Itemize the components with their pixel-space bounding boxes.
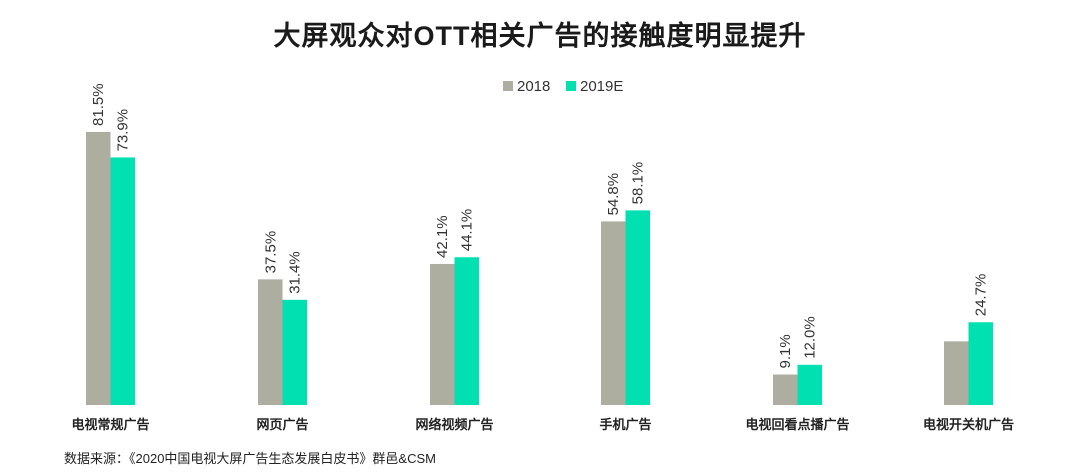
value-label-2018-2: 42.1% (434, 215, 451, 258)
chart-title: 大屏观众对OTT相关广告的接触度明显提升 (273, 21, 807, 51)
category-label-2: 网络视频广告 (415, 417, 493, 432)
value-label-2019E-1: 31.4% (287, 251, 304, 294)
bar-2019E-5 (968, 322, 993, 405)
bar-2019E-2 (454, 257, 479, 405)
value-label-2019E-5: 24.7% (973, 274, 990, 317)
bar-2019E-0 (110, 157, 135, 405)
bar-2019E-1 (282, 299, 307, 405)
category-label-3: 手机广告 (599, 417, 651, 432)
bar-2019E-4 (797, 364, 822, 405)
legend-label-2019E: 2019E (580, 78, 623, 95)
legend-swatch-2019E (566, 81, 576, 91)
bar-2018-4 (773, 374, 798, 405)
category-label-1: 网页广告 (256, 417, 308, 432)
legend-swatch-2018 (503, 81, 513, 91)
value-label-2019E-0: 73.9% (115, 109, 132, 152)
category-label-4: 电视回看点播广告 (745, 417, 849, 432)
bar-2018-3 (601, 221, 626, 405)
value-label-2018-3: 54.8% (605, 173, 622, 216)
value-label-2018-0: 81.5% (90, 83, 107, 126)
value-label-2019E-3: 58.1% (630, 162, 647, 205)
category-label-0: 电视常规广告 (71, 417, 149, 432)
value-label-2019E-4: 12.0% (802, 316, 819, 359)
bar-2018-1 (258, 279, 283, 405)
bar-2018-2 (430, 263, 455, 405)
category-label-5: 电视开关机广告 (923, 417, 1014, 432)
value-label-2018-1: 37.5% (262, 231, 279, 274)
legend-label-2018: 2018 (517, 78, 550, 95)
bar-2019E-3 (625, 210, 650, 405)
bar-2018-0 (86, 131, 111, 405)
source-note: 数据来源：《2020中国电视大屏广告生态发展白皮书》群邑&CSM (64, 451, 436, 466)
bar-2018-5 (944, 341, 969, 405)
value-label-2019E-2: 44.1% (459, 209, 476, 252)
value-label-2018-4: 9.1% (777, 334, 794, 368)
